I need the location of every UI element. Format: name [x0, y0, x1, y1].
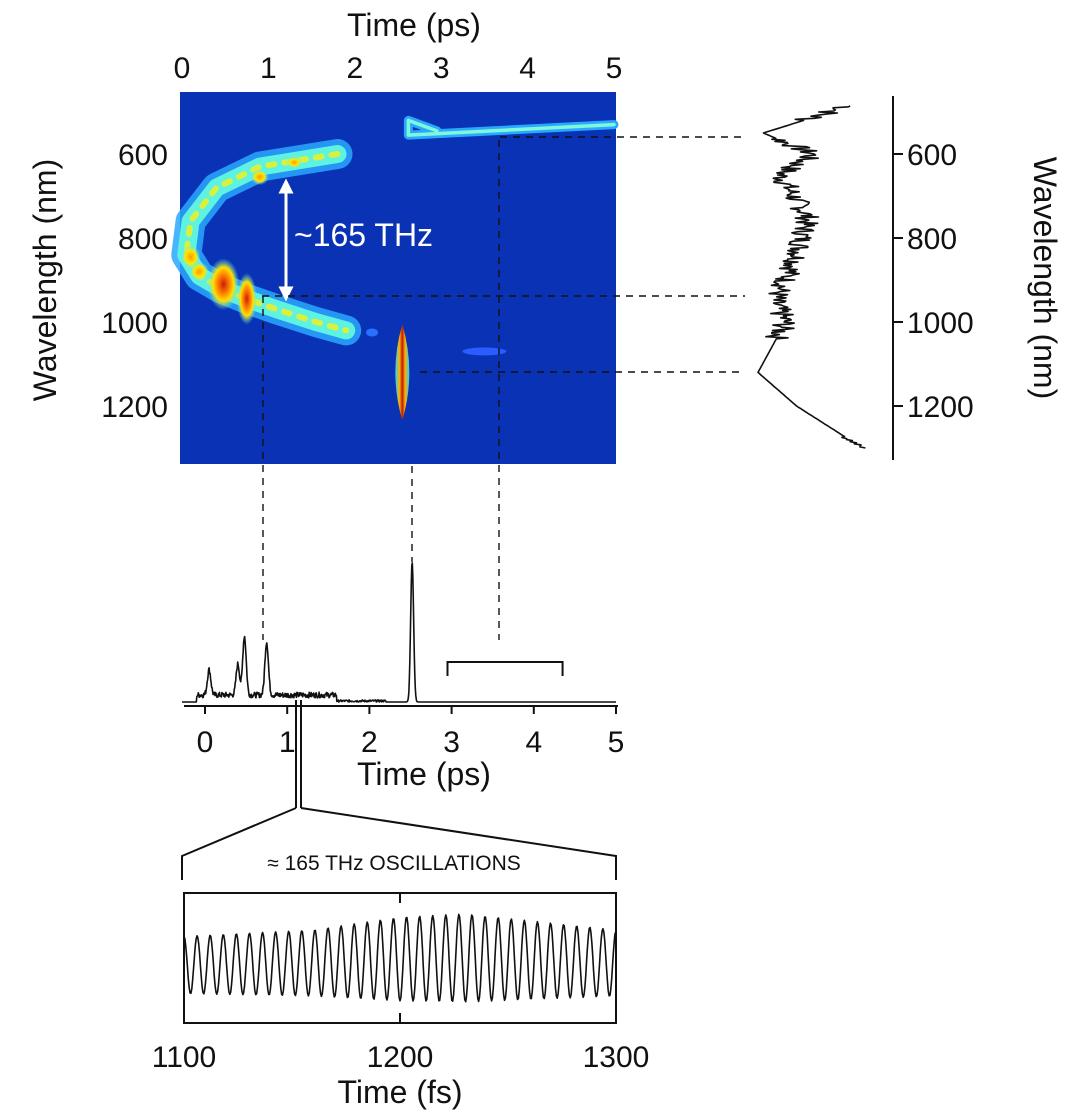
spectrogram-ylabel: Wavelength (nm)	[27, 159, 63, 401]
spectrogram-y-tick-label: 1200	[101, 391, 168, 424]
oscillation-xlabel: Time (fs)	[337, 1074, 462, 1110]
temporal-trace	[181, 562, 617, 703]
arc-hotspot	[236, 272, 257, 325]
spectrum-panel: 600 800 1000 1200 Wavelength (nm)	[757, 96, 1063, 460]
spectrum-y-tick-label: 800	[907, 223, 957, 256]
spectrogram-y-tick-label: 1000	[101, 307, 168, 340]
spectrogram-panel: ~165 THz Time (ps) Wavelength (nm) 0 1 2 3 4…	[27, 7, 622, 464]
spectrum-y-tick-label: 1200	[907, 391, 974, 424]
oscillation-frame	[183, 892, 617, 1024]
guide-lines	[262, 136, 745, 640]
spectrogram-x-tick-label: 4	[519, 52, 536, 85]
soliton-tail	[462, 347, 507, 356]
oscillation-panel: ≈ 165 THz OSCILLATIONS 1100 1200 1300 Time…	[152, 852, 650, 1110]
spectrogram-y-ticks: 600 800 1000 1200	[101, 139, 168, 424]
arc-hotspot	[250, 169, 269, 186]
spectrogram-x-tick-label: 2	[346, 52, 363, 85]
arc-hotspot	[189, 261, 210, 282]
oscillation-x-tick-label: 1300	[583, 1041, 650, 1074]
spectrum-trace	[757, 105, 866, 449]
spectrum-y-ticks: 600 800 1000 1200	[893, 139, 974, 424]
temporal-x-tick-label: 5	[608, 726, 625, 759]
oscillation-trace	[183, 913, 616, 1003]
temporal-panel: 0 1 2 3 4 5 Time (ps)	[181, 562, 625, 792]
temporal-xlabel: Time (ps)	[357, 756, 491, 792]
spectrogram-x-ticks: 0 1 2 3 4 5	[174, 52, 623, 85]
spectrum-y-tick-label: 1000	[907, 307, 974, 340]
thz-annotation: ~165 THz	[294, 217, 433, 253]
temporal-x-tick-label: 1	[279, 726, 296, 759]
spectrum-y-tick-label: 600	[907, 139, 957, 172]
soliton-spot	[395, 324, 410, 421]
temporal-x-tick-label: 2	[361, 726, 378, 759]
zoom-connector	[181, 700, 617, 880]
spectrogram-x-tick-label: 1	[260, 52, 277, 85]
oscillation-x-tick-label: 1200	[367, 1041, 434, 1074]
dispersive-wave-core	[406, 118, 616, 137]
spectrogram-x-tick-label: 5	[606, 52, 623, 85]
spectrogram-y-tick-label: 800	[118, 223, 168, 256]
spectrogram-xlabel: Time (ps)	[347, 7, 481, 43]
arc-tail	[366, 328, 379, 337]
spectrum-ylabel: Wavelength (nm)	[1027, 157, 1063, 399]
spectrogram-x-tick-label: 3	[433, 52, 450, 85]
spectrogram-x-tick-label: 0	[174, 52, 191, 85]
temporal-x-ticks: 0 1 2 3 4 5	[197, 706, 625, 759]
oscillation-title: ≈ 165 THz OSCILLATIONS	[267, 852, 521, 875]
temporal-x-tick-label: 4	[525, 726, 542, 759]
spectrogram-y-tick-label: 600	[118, 139, 168, 172]
zoom-fan	[181, 807, 617, 880]
temporal-x-tick-label: 3	[443, 726, 460, 759]
spectrogram-features	[171, 115, 619, 421]
arc-hotspot	[207, 258, 240, 311]
oscillation-x-tick-label: 1100	[152, 1041, 217, 1074]
temporal-bracket	[446, 661, 564, 676]
oscillation-x-ticks: 1100 1200 1300	[152, 893, 650, 1074]
temporal-x-tick-label: 0	[197, 726, 214, 759]
arc-hotspot	[286, 156, 303, 169]
